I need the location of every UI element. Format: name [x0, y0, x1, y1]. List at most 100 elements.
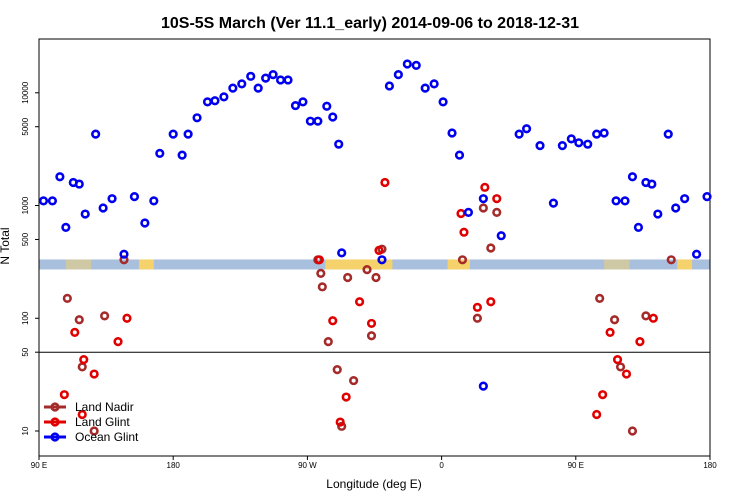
land-glint-point	[648, 313, 658, 323]
x-tick-label: 180	[703, 461, 717, 470]
x-tick-label: 180	[167, 461, 181, 470]
land-glint-point	[59, 390, 69, 400]
land-glint-point	[480, 182, 490, 192]
ocean-glint-point	[237, 79, 247, 89]
land-glint-point	[612, 354, 623, 365]
ocean-glint-point	[620, 196, 630, 206]
ocean-glint-point	[107, 194, 117, 204]
ocean-glint-point	[429, 79, 439, 89]
ocean-glint-point	[155, 148, 165, 158]
ocean-glint-point	[384, 81, 395, 91]
ocean-glint-point	[129, 191, 140, 202]
legend-label-land-nadir: Land Nadir	[75, 400, 134, 414]
ocean-glint-point	[557, 141, 567, 151]
y-tick-label: 10000	[21, 81, 30, 104]
land-glint-point	[341, 392, 351, 402]
ocean-glint-point	[119, 249, 129, 259]
ocean-glint-point	[80, 209, 90, 219]
land-glint-point	[89, 369, 99, 379]
ocean-glint-point	[91, 129, 101, 139]
land-nadir-point	[457, 255, 468, 265]
ocean-glint-point	[298, 97, 308, 107]
y-tick-label: 10	[21, 426, 30, 435]
ocean-glint-point	[447, 128, 457, 138]
land-glint-point	[456, 208, 466, 219]
land-glint-point	[374, 245, 384, 255]
map-strip-land	[325, 259, 393, 270]
land-glint-point	[472, 302, 482, 312]
ocean-glint-point	[653, 209, 663, 219]
x-axis: 90 E 180 90 W 0 90 E 180	[31, 456, 717, 470]
chart-title: 10S-5S March (Ver 11.1_early) 2014-09-06…	[161, 15, 579, 32]
land-nadir-point	[366, 331, 377, 341]
ocean-glint-point	[691, 249, 702, 259]
map-strip-land	[604, 259, 630, 270]
ocean-glint-point	[183, 129, 193, 139]
ocean-glint-point	[61, 222, 71, 232]
ocean-glint-point	[246, 71, 256, 81]
land-nadir-point	[486, 243, 496, 253]
land-nadir-point	[343, 272, 353, 283]
land-glint-point	[486, 297, 496, 307]
land-glint-point	[598, 390, 608, 400]
ocean-glint-point	[261, 73, 271, 83]
land-nadir-point	[316, 268, 326, 278]
ocean-glint-point	[275, 75, 286, 85]
land-nadir-point	[371, 272, 381, 283]
land-nadir-point	[627, 426, 638, 436]
land-nadir-point	[666, 255, 676, 265]
y-axis: 10 50 100 500 1000 5000 10000	[21, 81, 39, 435]
ocean-glint-point	[647, 179, 657, 189]
x-tick-label: 90 E	[568, 461, 584, 470]
ocean-glint-point	[283, 75, 293, 85]
land-glint-point	[635, 337, 645, 347]
ocean-glint-point	[334, 139, 344, 149]
land-glint-point	[70, 327, 80, 337]
ocean-glint-point	[680, 194, 690, 204]
x-tick-label: 90 W	[298, 461, 317, 470]
ocean-glint-point	[322, 101, 332, 111]
land-nadir-point	[641, 311, 651, 321]
ocean-glint-point	[548, 198, 559, 208]
land-nadir-point	[317, 282, 327, 292]
ocean-glint-point	[599, 128, 609, 138]
land-glint-point	[113, 337, 123, 347]
ocean-glint-point	[305, 116, 315, 126]
ocean-glint-point	[55, 172, 65, 182]
ocean-glint-point	[253, 83, 263, 93]
land-glint-point	[314, 255, 324, 265]
ocean-glint-point	[74, 179, 84, 189]
land-glint-point	[492, 194, 502, 204]
ocean-glint-point	[671, 203, 681, 213]
land-glint-point	[459, 227, 469, 237]
ocean-glint-point	[702, 191, 712, 202]
land-glint-point	[605, 327, 615, 337]
ocean-glint-point	[228, 83, 238, 93]
land-glint-point	[354, 297, 365, 307]
ocean-glint-point	[219, 92, 229, 102]
ocean-glint-point	[496, 231, 506, 241]
ocean-glint-point	[377, 255, 387, 265]
land-nadir-point	[332, 365, 342, 375]
y-tick-label: 1000	[21, 196, 30, 214]
ocean-glint-point	[627, 172, 638, 182]
ocean-glint-point	[337, 248, 347, 258]
land-glint-point	[79, 354, 89, 365]
ocean-glint-point	[168, 129, 178, 139]
map-strip	[39, 259, 710, 270]
legend-marker-ocean-glint	[50, 432, 60, 442]
ocean-glint-point	[402, 59, 412, 69]
data-points	[38, 59, 712, 436]
land-nadir-point	[609, 315, 620, 325]
land-glint-point	[380, 177, 390, 188]
ocean-glint-point	[98, 203, 108, 213]
ocean-glint-point	[663, 129, 673, 139]
legend-marker-land-glint	[50, 417, 60, 427]
ocean-glint-point	[633, 222, 644, 232]
land-nadir-point	[362, 265, 372, 275]
y-axis-label: N Total	[0, 227, 12, 264]
ocean-glint-point	[328, 112, 338, 122]
legend-label-ocean-glint: Ocean Glint	[75, 430, 139, 444]
y-tick-label: 500	[21, 232, 30, 246]
